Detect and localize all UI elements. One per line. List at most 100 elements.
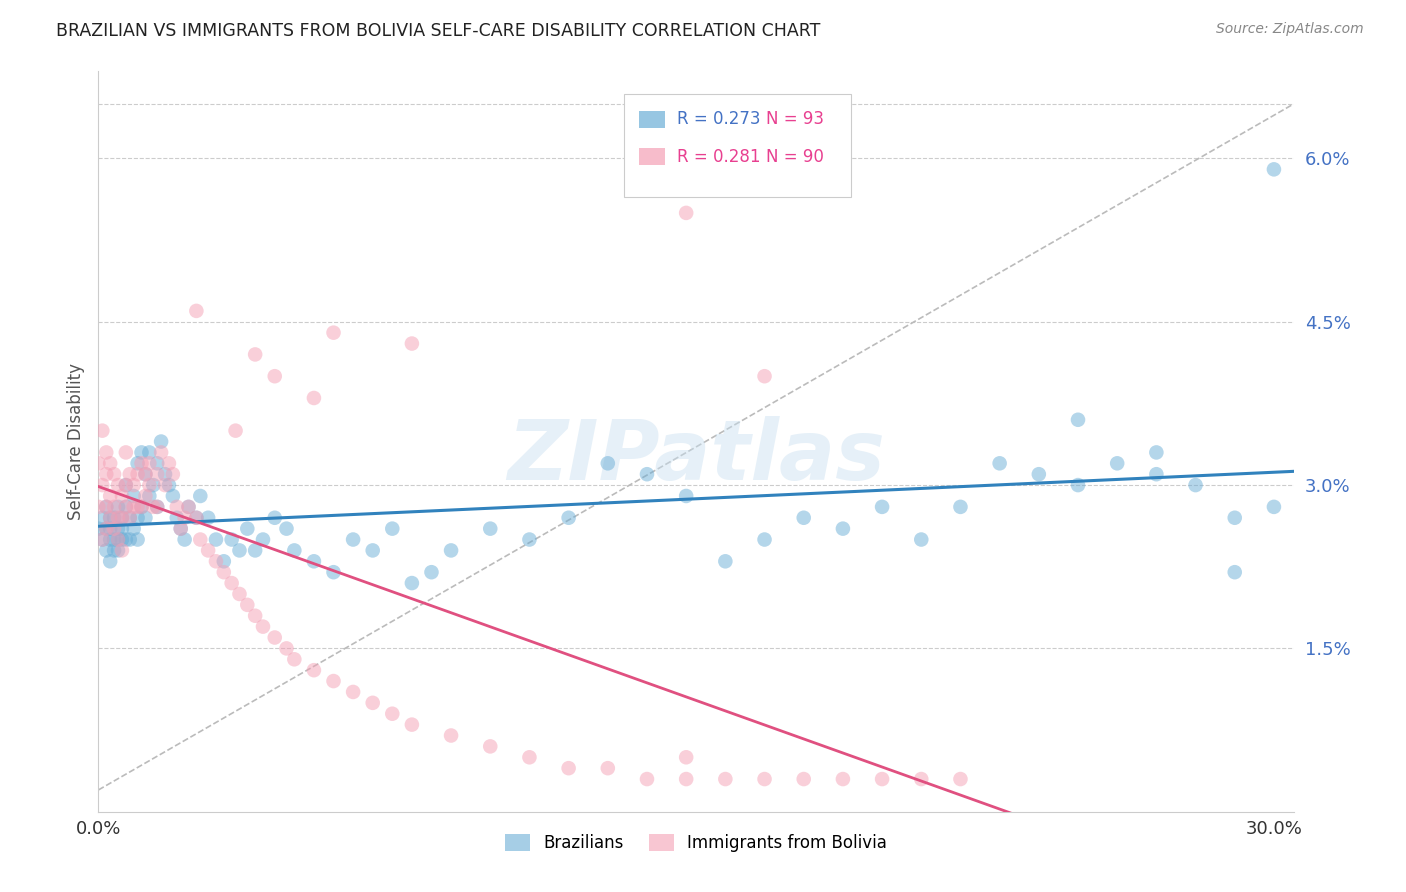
Point — [949, 772, 972, 786]
Point — [150, 434, 173, 449]
Point — [221, 576, 243, 591]
Point — [197, 543, 219, 558]
Point — [186, 510, 208, 524]
Point — [115, 500, 138, 514]
Point — [228, 543, 250, 558]
FancyBboxPatch shape — [624, 94, 852, 197]
Point — [1144, 445, 1167, 459]
Point — [127, 533, 149, 547]
Point — [111, 510, 134, 524]
Point — [107, 522, 129, 536]
Point — [107, 533, 129, 547]
Point — [98, 554, 121, 568]
Point — [596, 761, 619, 775]
Point — [115, 478, 138, 492]
Point — [131, 456, 153, 470]
Point — [142, 500, 165, 514]
Point — [322, 326, 344, 340]
Point — [122, 489, 145, 503]
Point — [115, 478, 138, 492]
Point — [111, 522, 134, 536]
Point — [131, 500, 153, 514]
Point — [1223, 510, 1246, 524]
Point — [870, 500, 893, 514]
Point — [98, 456, 121, 470]
Point — [302, 663, 325, 677]
Point — [162, 489, 184, 503]
Point — [212, 554, 235, 568]
Point — [146, 500, 169, 514]
Point — [107, 500, 129, 514]
Point — [96, 522, 118, 536]
Point — [111, 489, 134, 503]
Point — [166, 510, 188, 524]
Point — [381, 706, 404, 721]
Point — [98, 533, 121, 547]
Point — [243, 543, 266, 558]
Point — [103, 543, 125, 558]
Point — [714, 554, 737, 568]
Point — [138, 478, 160, 492]
Point — [131, 445, 153, 459]
Point — [754, 369, 776, 384]
Point — [243, 347, 266, 361]
Point — [91, 510, 114, 524]
Text: N = 93: N = 93 — [766, 111, 824, 128]
Point — [302, 391, 325, 405]
Point — [519, 750, 541, 764]
Point — [205, 554, 228, 568]
Point — [276, 522, 298, 536]
Point — [134, 467, 156, 482]
Point — [127, 500, 149, 514]
Text: Source: ZipAtlas.com: Source: ZipAtlas.com — [1216, 22, 1364, 37]
Point — [157, 456, 180, 470]
Point — [146, 467, 169, 482]
Point — [98, 489, 121, 503]
Point — [87, 456, 110, 470]
Point — [177, 500, 200, 514]
Point — [111, 533, 134, 547]
Point — [107, 510, 129, 524]
Point — [96, 500, 118, 514]
Point — [107, 533, 129, 547]
Point — [122, 500, 145, 514]
Point — [177, 500, 200, 514]
Text: R = 0.281: R = 0.281 — [676, 147, 761, 166]
Point — [173, 533, 195, 547]
Point — [276, 641, 298, 656]
Point — [188, 533, 211, 547]
Text: N = 90: N = 90 — [766, 147, 824, 166]
Point — [1184, 478, 1206, 492]
Point — [342, 685, 364, 699]
Point — [1067, 413, 1090, 427]
Point — [636, 772, 658, 786]
Point — [138, 489, 160, 503]
Point — [205, 533, 228, 547]
Point — [557, 761, 579, 775]
Point — [754, 533, 776, 547]
Point — [134, 510, 156, 524]
Point — [118, 467, 141, 482]
Point — [96, 445, 118, 459]
Point — [636, 467, 658, 482]
Point — [1263, 500, 1285, 514]
Point — [440, 543, 463, 558]
Point — [138, 445, 160, 459]
Point — [263, 510, 285, 524]
Point — [557, 510, 579, 524]
Point — [361, 696, 384, 710]
Point — [793, 772, 815, 786]
Point — [302, 554, 325, 568]
Point — [96, 500, 118, 514]
Legend: Brazilians, Immigrants from Bolivia: Brazilians, Immigrants from Bolivia — [498, 828, 894, 859]
Point — [98, 522, 121, 536]
Point — [1067, 478, 1090, 492]
Point — [1028, 467, 1050, 482]
Point — [96, 543, 118, 558]
Point — [134, 467, 156, 482]
Point — [1223, 565, 1246, 579]
Point — [243, 608, 266, 623]
Point — [150, 445, 173, 459]
Point — [118, 510, 141, 524]
Point — [127, 456, 149, 470]
